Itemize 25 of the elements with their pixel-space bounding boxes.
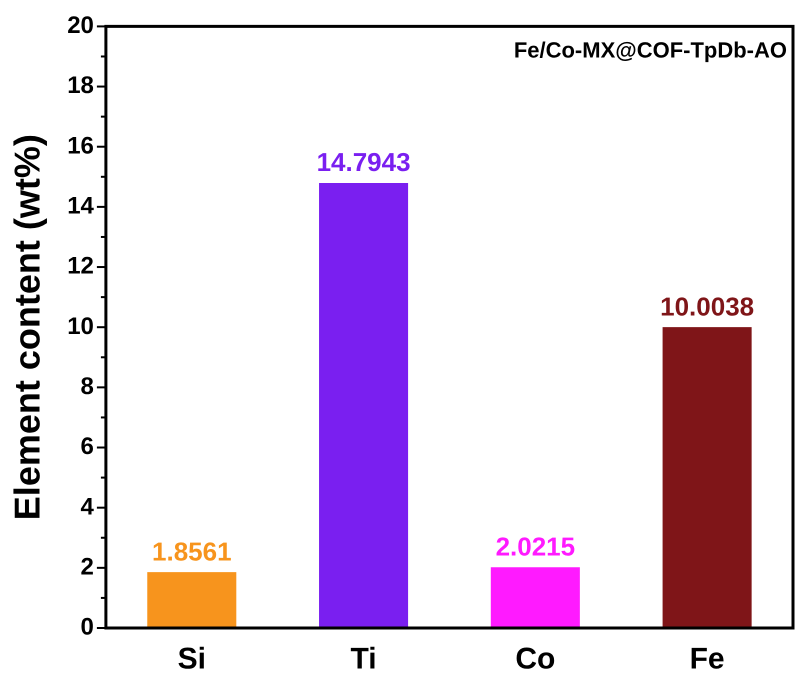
- data-label: 1.8561: [152, 536, 232, 566]
- annotation: Fe/Co-MX@COF-TpDb-AO: [514, 37, 787, 62]
- data-label: 10.0038: [660, 291, 754, 322]
- y-tick-label: 18: [67, 72, 94, 100]
- y-tick-label: 10: [67, 312, 94, 340]
- bar: [147, 572, 236, 628]
- bar: [490, 567, 580, 628]
- data-label: 14.7943: [316, 147, 411, 178]
- y-tick-label: 20: [67, 12, 94, 40]
- y-tick-label: 16: [67, 132, 94, 160]
- y-tick-label: 2: [80, 553, 94, 580]
- bar: [662, 327, 752, 628]
- y-tick-label: 8: [80, 372, 94, 400]
- x-tick-label: Ti: [350, 642, 377, 676]
- y-tick-label: 0: [80, 614, 94, 641]
- x-tick-label: Si: [178, 642, 206, 676]
- x-tick-label: Fe: [690, 642, 725, 676]
- y-tick-label: 14: [67, 192, 95, 220]
- y-tick-label: 4: [80, 493, 95, 520]
- bar: [319, 182, 408, 628]
- y-axis-title: Element content (wt%): [6, 134, 48, 520]
- y-tick-label: 6: [80, 433, 94, 460]
- y-tick-label: 12: [67, 252, 94, 280]
- data-label: 2.0215: [496, 531, 576, 562]
- x-tick-label: Co: [515, 642, 556, 676]
